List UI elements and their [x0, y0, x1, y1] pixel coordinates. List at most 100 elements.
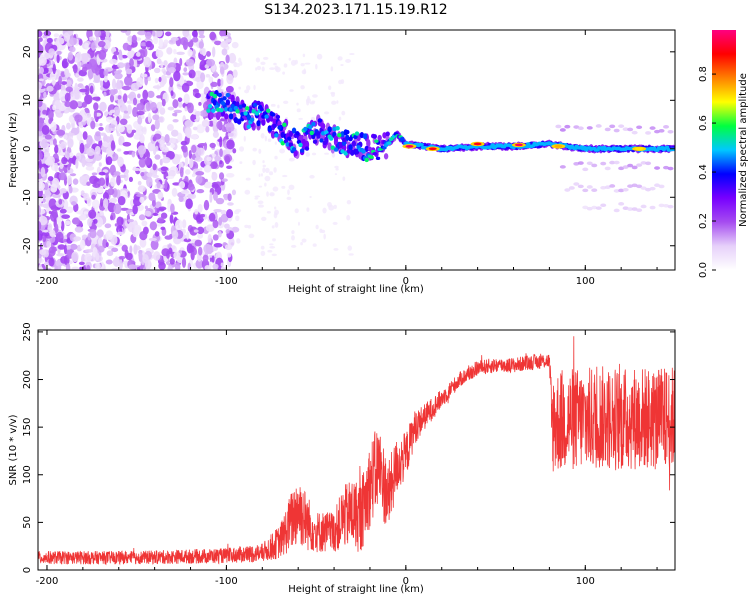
noise-blob [246, 85, 251, 91]
sideband-blob [604, 127, 611, 132]
ridge-segment [235, 109, 240, 114]
ridge-segment [224, 113, 229, 120]
noise-blob [126, 124, 133, 134]
ridge-segment [212, 93, 218, 99]
noise-blob [54, 223, 59, 234]
noise-blob [46, 240, 51, 248]
noise-blob [166, 250, 170, 259]
noise-blob [123, 151, 130, 155]
y-tick-label: 50 [22, 516, 33, 529]
noise-blob [171, 230, 179, 240]
noise-blob [38, 181, 45, 192]
noise-blob [271, 225, 275, 229]
noise-blob [96, 229, 104, 238]
noise-blob [116, 124, 125, 133]
noise-blob [38, 130, 43, 137]
noise-blob [274, 155, 278, 160]
noise-blob [273, 167, 277, 173]
noise-blob [183, 238, 192, 243]
ridge-segment [246, 124, 252, 129]
noise-blob [84, 94, 93, 105]
ridge-segment [220, 100, 226, 106]
noise-blob [184, 119, 194, 128]
noise-blob [66, 151, 70, 160]
noise-blob [273, 206, 277, 210]
ridge-segment [400, 136, 405, 141]
noise-blob [331, 92, 335, 97]
ridge-segment [219, 107, 224, 113]
noise-blob [98, 126, 104, 131]
noise-blob [38, 99, 43, 108]
noise-blob [177, 132, 183, 143]
noise-blob [109, 197, 118, 204]
noise-blob [211, 171, 218, 181]
noise-blob [331, 100, 337, 105]
noise-blob [94, 30, 102, 38]
noise-blob [187, 182, 195, 191]
ridge-segment [345, 129, 350, 135]
ridge-segment [387, 141, 392, 145]
noise-blob [144, 210, 152, 217]
noise-blob [121, 54, 128, 59]
noise-blob [258, 185, 263, 188]
noise-blob [305, 152, 310, 157]
noise-blob [231, 226, 240, 233]
noise-blob [38, 200, 42, 205]
noise-blob [262, 167, 266, 173]
noise-blob [105, 136, 111, 143]
noise-blob [291, 230, 295, 235]
ridge-segment [285, 142, 290, 147]
noise-blob [160, 212, 168, 219]
noise-blob [185, 58, 195, 67]
noise-blob [209, 161, 218, 170]
ridge-segment [275, 114, 281, 120]
noise-blob [311, 100, 316, 104]
noise-blob [213, 208, 223, 213]
noise-blob [93, 218, 98, 224]
noise-blob [297, 221, 300, 226]
noise-blob [266, 210, 271, 214]
noise-blob [52, 104, 57, 111]
noise-blob [51, 80, 56, 86]
noise-blob [116, 231, 124, 236]
ridge-segment [249, 117, 255, 122]
ridge-segment [222, 96, 227, 101]
ridge-segment [364, 157, 369, 163]
noise-blob [41, 125, 50, 135]
noise-blob [287, 189, 290, 196]
noise-blob [227, 202, 234, 206]
noise-blob [156, 181, 161, 189]
noise-blob [86, 135, 93, 146]
noise-blob [113, 51, 120, 56]
noise-blob [72, 64, 78, 74]
noise-blob [152, 212, 159, 216]
ridge-segment [209, 110, 214, 120]
noise-blob [116, 132, 121, 137]
noise-blob [82, 131, 88, 140]
sideband-blob [613, 128, 620, 133]
noise-blob [322, 207, 327, 214]
noise-blob [182, 72, 189, 76]
noise-blob [118, 255, 126, 260]
noise-blob [150, 124, 156, 132]
noise-blob [163, 60, 168, 66]
snr-ylabel: SNR (10 * v/v) [8, 414, 19, 485]
noise-blob [172, 182, 181, 186]
noise-blob [264, 182, 267, 187]
noise-blob [253, 84, 256, 91]
sideband-blob [622, 127, 629, 131]
ridge-segment [251, 109, 256, 114]
ridge-segment [372, 151, 378, 156]
noise-blob [122, 42, 130, 51]
noise-blob [244, 189, 251, 195]
y-tick-label: 150 [22, 418, 33, 437]
noise-blob [160, 166, 169, 172]
noise-blob [227, 132, 234, 137]
noise-blob [131, 129, 137, 134]
noise-blob [58, 75, 63, 86]
noise-blob [212, 263, 219, 270]
sideband-blob [654, 183, 661, 188]
noise-blob [47, 223, 53, 232]
noise-blob [94, 145, 101, 155]
sideband-blob [564, 124, 571, 129]
